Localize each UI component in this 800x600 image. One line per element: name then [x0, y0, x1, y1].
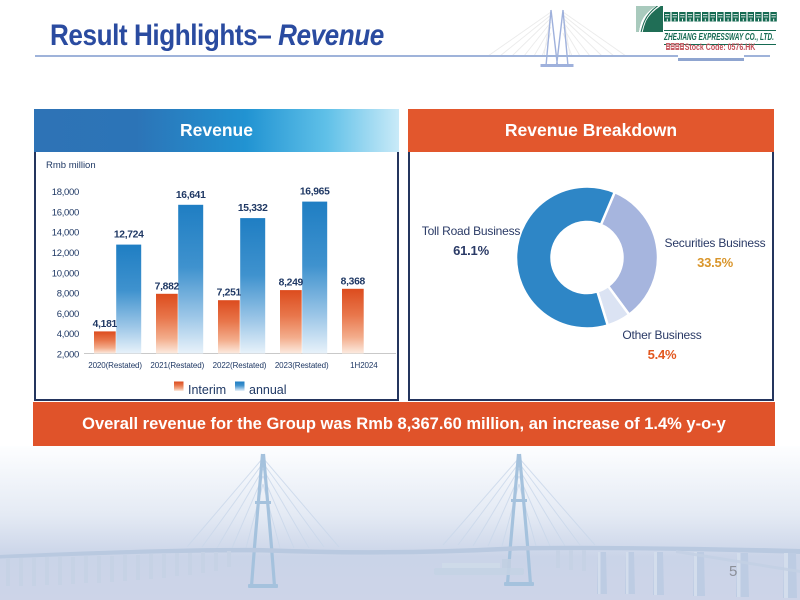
- svg-text:2020(Restated): 2020(Restated): [88, 361, 142, 370]
- svg-text:12,724: 12,724: [114, 230, 144, 241]
- svg-text:Rmb million: Rmb million: [46, 160, 96, 171]
- svg-text:Interim: Interim: [188, 383, 226, 397]
- svg-text:2023(Restated): 2023(Restated): [275, 361, 329, 370]
- svg-text:7,882: 7,882: [155, 281, 180, 292]
- svg-text:8,368: 8,368: [341, 276, 366, 287]
- svg-text:10,000: 10,000: [52, 268, 79, 279]
- svg-text:2,000: 2,000: [57, 350, 79, 361]
- svg-text:8,000: 8,000: [57, 289, 79, 300]
- svg-text:2022(Restated): 2022(Restated): [213, 361, 267, 370]
- svg-text:annual: annual: [249, 383, 287, 397]
- svg-text:6,000: 6,000: [57, 309, 79, 320]
- svg-text:18,000: 18,000: [52, 187, 79, 198]
- svg-text:16,641: 16,641: [176, 190, 206, 201]
- svg-text:14,000: 14,000: [52, 228, 79, 239]
- svg-text:16,000: 16,000: [52, 207, 79, 218]
- svg-text:4,181: 4,181: [93, 319, 118, 330]
- svg-text:2021(Restated): 2021(Restated): [150, 361, 204, 370]
- svg-text:1H2024: 1H2024: [350, 361, 378, 370]
- svg-text:4,000: 4,000: [57, 329, 79, 340]
- svg-text:8,249: 8,249: [279, 278, 304, 289]
- svg-text:16,965: 16,965: [300, 187, 330, 198]
- svg-text:15,332: 15,332: [238, 203, 268, 214]
- svg-text:7,251: 7,251: [217, 288, 242, 299]
- svg-text:12,000: 12,000: [52, 248, 79, 259]
